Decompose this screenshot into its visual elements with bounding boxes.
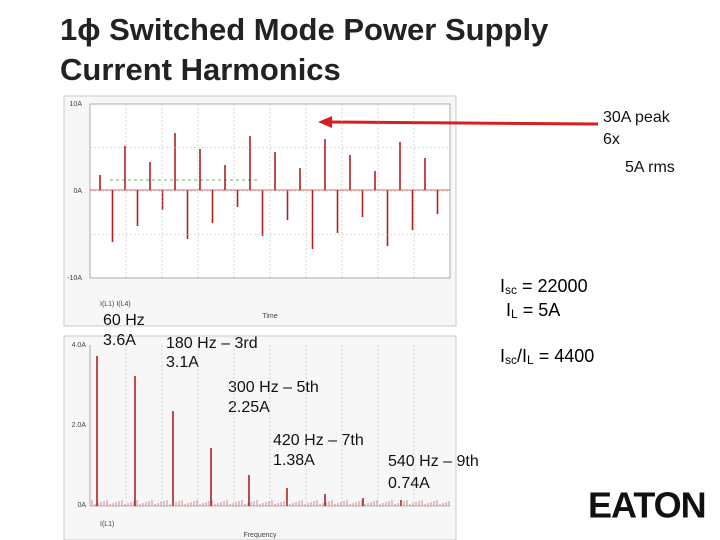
spectrum-panel: [63, 335, 457, 540]
subscript: L: [511, 307, 518, 321]
y-tick-label: 0A: [73, 188, 82, 195]
legend-text: I(L1) I(L4): [100, 301, 131, 308]
formula: Isc = 22000: [500, 276, 588, 297]
annotation: 30A peak: [603, 109, 671, 126]
annotation: 1.38A: [273, 452, 315, 469]
arrow-head: [318, 116, 332, 128]
annotation: 3.1A: [166, 354, 199, 371]
arrow: [329, 120, 599, 126]
subscript: sc: [505, 283, 517, 297]
y-tick-label: 10A: [70, 101, 83, 108]
y-tick-label: 2.0A: [72, 422, 87, 429]
x-axis-title: Frequency: [243, 532, 277, 539]
annotation: 5A rms: [625, 159, 675, 176]
y-tick-label: -10A: [67, 275, 82, 282]
legend-text: I(L1): [100, 521, 114, 528]
annotation: 540 Hz – 9th: [388, 453, 479, 470]
subscript: L: [527, 353, 534, 367]
subscript: sc: [505, 353, 517, 367]
x-axis-title: Time: [262, 313, 277, 320]
annotation: 420 Hz – 7th: [273, 432, 364, 449]
spectrum-trace: [91, 356, 450, 506]
formula-rest: = 5A: [518, 300, 561, 320]
title-line: 1ϕ Switched Mode Power Supply: [60, 12, 549, 47]
symbol: I: [506, 300, 511, 320]
annotation: 60 Hz: [103, 312, 145, 329]
title-line: Current Harmonics: [60, 52, 341, 87]
formula-rest: = 4400: [534, 346, 595, 366]
annotation: 0.74A: [388, 475, 430, 492]
annotation: 2.25A: [228, 399, 270, 416]
annotation: 6x: [603, 131, 620, 148]
annotation: 180 Hz – 3rd: [166, 335, 258, 352]
formula-rest: = 22000: [517, 276, 588, 296]
formula: Isc/IL = 4400: [500, 346, 594, 367]
annotation: 300 Hz – 5th: [228, 379, 319, 396]
formula: IL = 5A: [506, 300, 560, 321]
y-tick-label: 0A: [77, 502, 86, 509]
symbol: I: [500, 346, 505, 366]
symbol: I: [500, 276, 505, 296]
logo: EATON: [588, 485, 706, 526]
formula-rest: /I: [517, 346, 527, 366]
waveform-trace: [90, 133, 450, 249]
y-tick-label: 4.0A: [72, 342, 87, 349]
annotation: 3.6A: [103, 332, 136, 349]
